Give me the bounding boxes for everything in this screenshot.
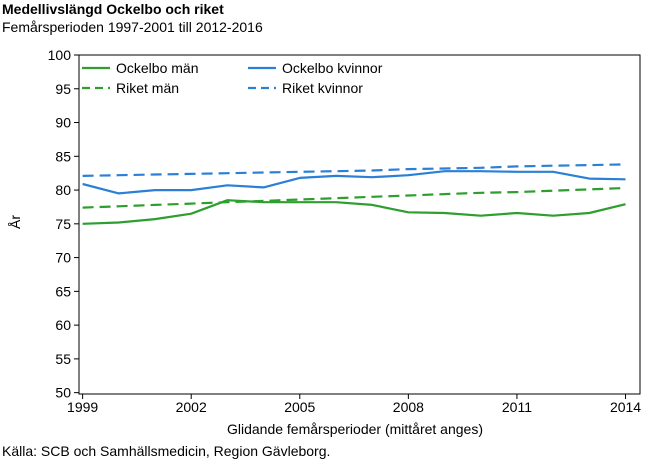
chart-subtitle: Femårsperioden 1997-2001 till 2012-2016	[2, 19, 263, 35]
y-tick-label: 55	[55, 351, 71, 367]
y-axis-label: År	[7, 215, 23, 229]
x-tick-label: 2008	[393, 399, 424, 415]
chart-title: Medellivslängd Ockelbo och riket	[2, 1, 224, 17]
y-tick-label: 65	[55, 283, 71, 299]
plot-frame	[78, 54, 641, 395]
series-line-ockelbo-kvinnor	[82, 170, 626, 195]
y-tick-label: 90	[55, 115, 71, 131]
y-tick-label: 100	[48, 47, 72, 63]
legend-label: Ockelbo män	[116, 60, 198, 76]
legend-label: Riket män	[116, 80, 179, 96]
series-line-ockelbo-män	[82, 199, 626, 225]
x-tick-label: 2002	[176, 399, 207, 415]
legend-label: Riket kvinnor	[282, 80, 363, 96]
source-note: Källa: SCB och Samhällsmedicin, Region G…	[2, 443, 331, 459]
axes: 50 55 60 65 70 75 80 85 90 95 100 1999 2002 2005 2008 2…	[48, 47, 642, 415]
x-axis-label: Glidande femårsperioder (mittåret anges)	[227, 421, 483, 437]
y-tick-label: 60	[55, 317, 71, 333]
series-line-riket-män	[82, 186, 626, 209]
y-tick-label: 80	[55, 182, 71, 198]
series-line-riket-kvinnor	[82, 163, 626, 177]
y-tick-label: 50	[55, 385, 71, 401]
x-tick-label: 2014	[610, 399, 641, 415]
y-tick-label: 75	[55, 216, 71, 232]
legend-label: Ockelbo kvinnor	[282, 60, 383, 76]
y-tick-label: 95	[55, 81, 71, 97]
x-tick-label: 1999	[67, 399, 98, 415]
series-layer	[82, 163, 626, 225]
x-tick-label: 2005	[284, 399, 315, 415]
y-tick-label: 85	[55, 148, 71, 164]
x-tick-label: 2011	[502, 399, 532, 415]
y-tick-label: 70	[55, 250, 71, 266]
legend: Ockelbo män Ockelbo kvinnor Riket män Riket…	[82, 60, 383, 96]
